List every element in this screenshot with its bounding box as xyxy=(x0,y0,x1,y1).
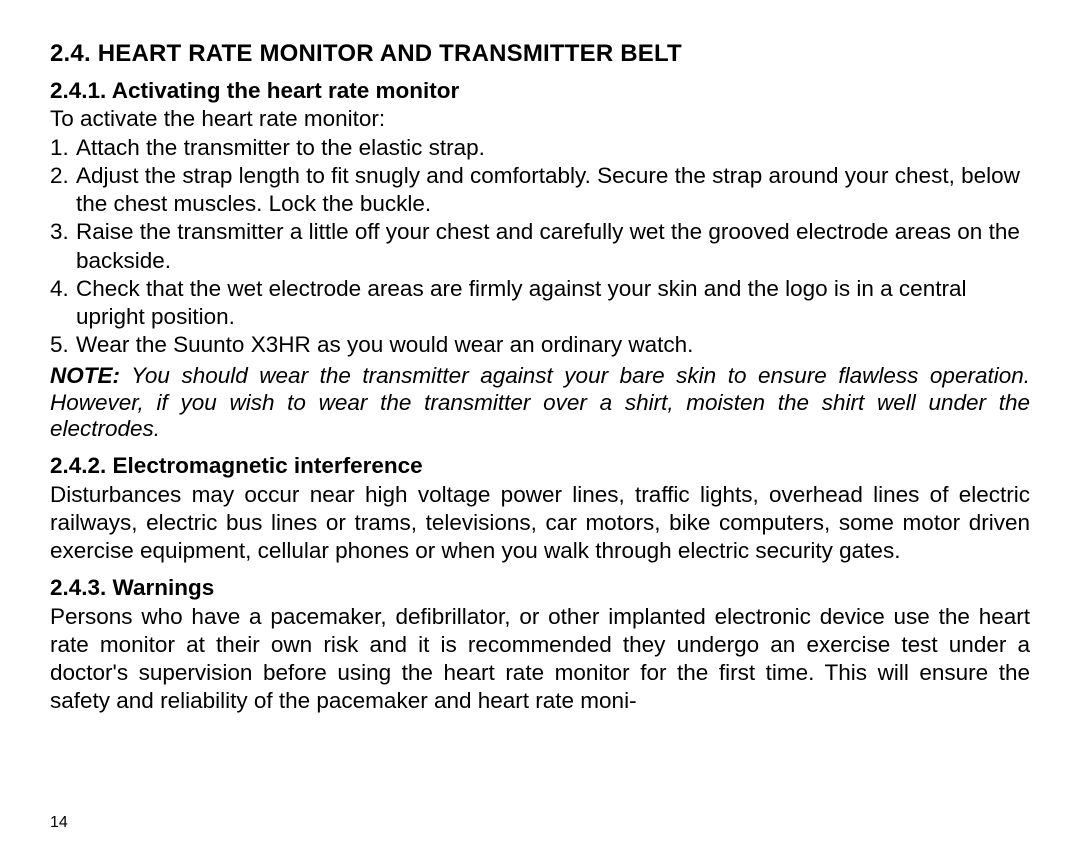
activation-steps-list: 1.Attach the transmitter to the elastic … xyxy=(50,134,1030,359)
step-text: Attach the transmitter to the elastic st… xyxy=(76,135,485,160)
subsection-243-body: Persons who have a pacemaker, defibrilla… xyxy=(50,603,1030,716)
step-number: 5. xyxy=(50,331,76,359)
list-item: 4.Check that the wet electrode areas are… xyxy=(50,275,1030,331)
step-number: 1. xyxy=(50,134,76,162)
step-text: Raise the transmitter a little off your … xyxy=(76,219,1020,272)
step-number: 2. xyxy=(50,162,76,190)
document-page: 2.4. HEART RATE MONITOR AND TRANSMITTER … xyxy=(0,0,1080,854)
list-item: 1.Attach the transmitter to the elastic … xyxy=(50,134,1030,162)
note-paragraph: NOTE: You should wear the transmitter ag… xyxy=(50,363,1030,443)
step-number: 3. xyxy=(50,218,76,246)
subsection-243-title: 2.4.3. Warnings xyxy=(50,575,1030,601)
step-text: Check that the wet electrode areas are f… xyxy=(76,276,966,329)
subsection-241-intro: To activate the heart rate monitor: xyxy=(50,106,1030,132)
list-item: 5.Wear the Suunto X3HR as you would wear… xyxy=(50,331,1030,359)
subsection-242-body: Disturbances may occur near high voltage… xyxy=(50,481,1030,565)
section-title: 2.4. HEART RATE MONITOR AND TRANSMITTER … xyxy=(50,40,1030,68)
note-label: NOTE: xyxy=(50,363,120,388)
step-text: Wear the Suunto X3HR as you would wear a… xyxy=(76,332,693,357)
page-number: 14 xyxy=(50,814,68,832)
subsection-242-title: 2.4.2. Electromagnetic interference xyxy=(50,453,1030,479)
list-item: 2.Adjust the strap length to fit snugly … xyxy=(50,162,1030,218)
list-item: 3.Raise the transmitter a little off you… xyxy=(50,218,1030,274)
subsection-241-title: 2.4.1. Activating the heart rate monitor xyxy=(50,78,1030,104)
note-body: You should wear the transmitter against … xyxy=(50,363,1030,441)
step-number: 4. xyxy=(50,275,76,303)
step-text: Adjust the strap length to fit snugly an… xyxy=(76,163,1020,216)
